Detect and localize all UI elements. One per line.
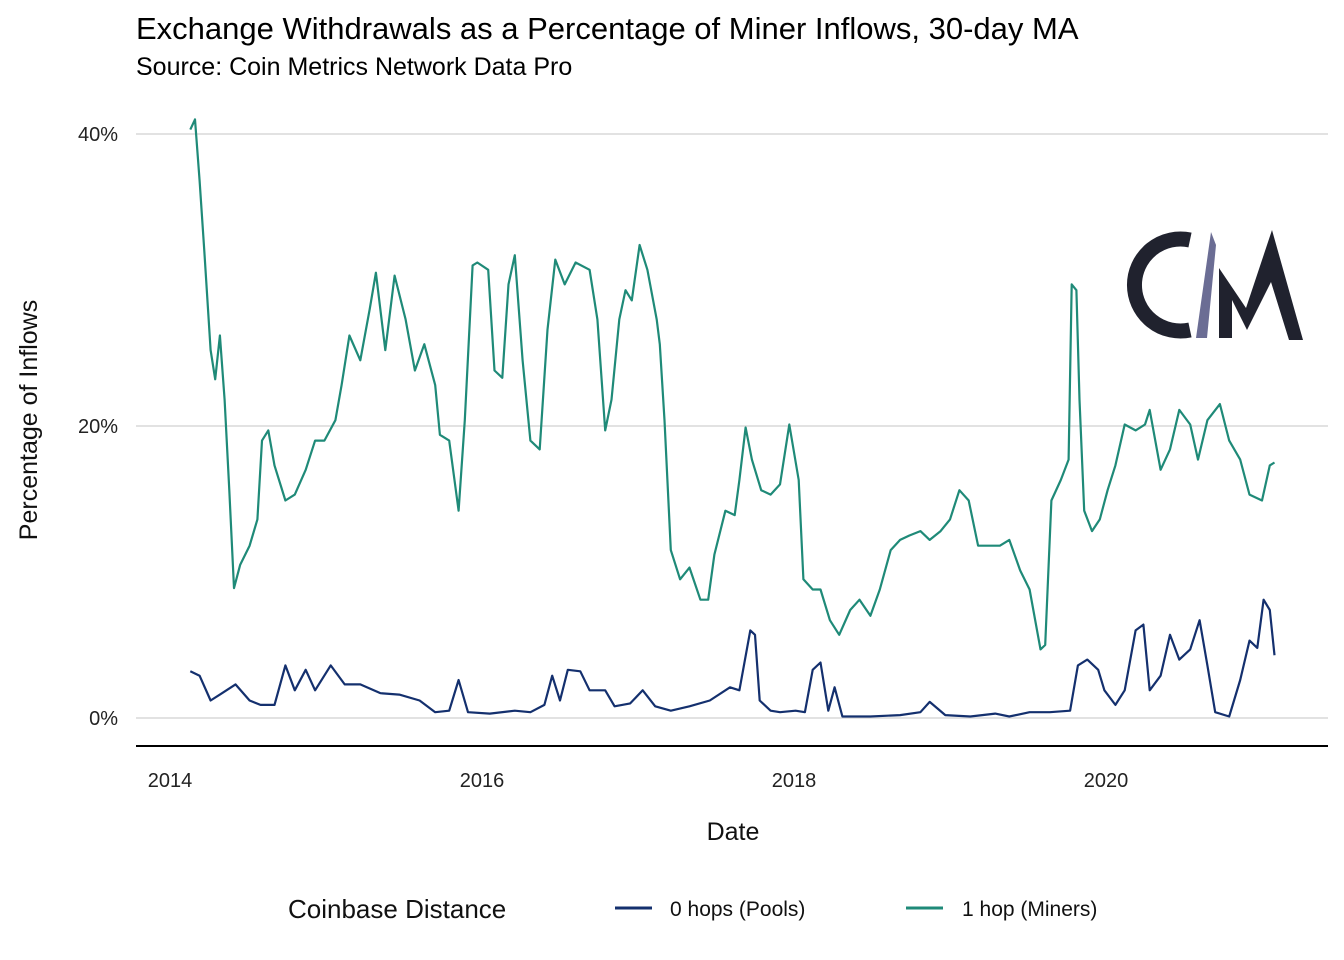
chart-subtitle: Source: Coin Metrics Network Data Pro [136, 53, 572, 81]
legend-label-pools: 0 hops (Pools) [670, 898, 805, 921]
y-tick-label: 20% [78, 416, 118, 438]
x-tick-label: 2014 [148, 770, 193, 792]
logo-c-shape [1127, 231, 1192, 339]
x-tick-label: 2016 [460, 770, 505, 792]
logo-m-shape [1219, 230, 1303, 340]
legend-title: Coinbase Distance [288, 894, 506, 924]
y-axis-ticks: 0% 20% 40% [78, 124, 118, 730]
y-tick-label: 40% [78, 124, 118, 146]
x-tick-label: 2020 [1084, 770, 1129, 792]
cm-logo [1127, 230, 1303, 340]
y-axis-label: Percentage of Inflows [15, 300, 43, 540]
logo-slash-shape [1196, 232, 1216, 338]
series-lines [189, 118, 1276, 718]
x-tick-label: 2018 [772, 770, 817, 792]
legend-label-miners: 1 hop (Miners) [962, 898, 1097, 921]
x-axis-ticks: 2014 2016 2018 2020 [148, 770, 1129, 792]
series-line-pools [189, 598, 1276, 718]
gridlines [136, 133, 1328, 719]
x-axis-label: Date [707, 818, 760, 846]
series-line-miners [189, 118, 1276, 651]
legend: Coinbase Distance 0 hops (Pools) 1 hop (… [288, 894, 1097, 924]
chart-title: Exchange Withdrawals as a Percentage of … [136, 11, 1079, 46]
y-tick-label: 0% [89, 708, 118, 730]
